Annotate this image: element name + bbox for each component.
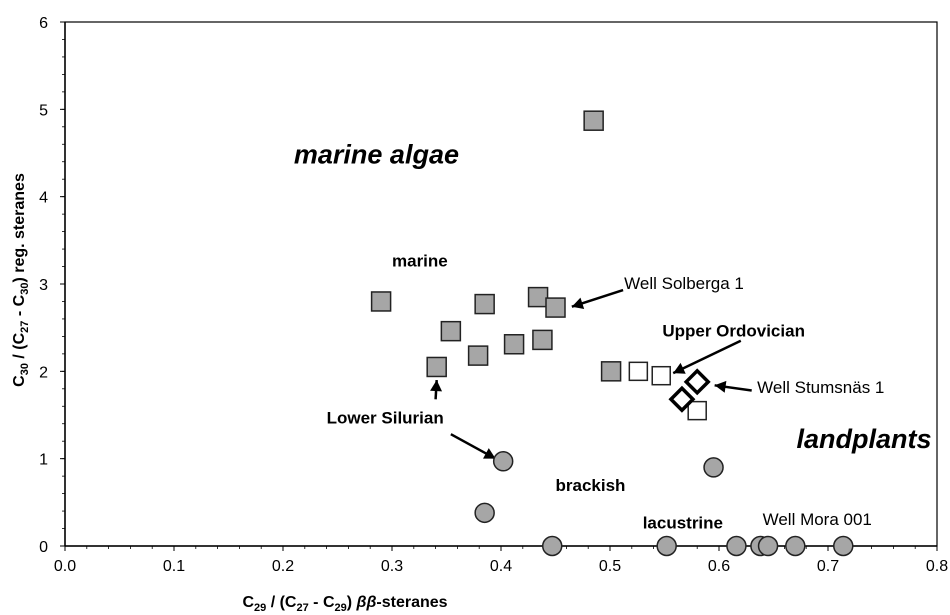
annotation-label: Lower Silurian <box>327 409 444 428</box>
annotation-arrow <box>430 379 443 400</box>
data-point-circle-filled <box>726 535 747 557</box>
data-point-circle-filled <box>656 535 677 557</box>
annotation-label: marine <box>392 252 448 271</box>
x-tick-label: 0.0 <box>54 558 76 575</box>
annotation-arrow <box>672 339 742 375</box>
annotation-arrow <box>450 433 497 460</box>
data-point-square-filled <box>532 329 553 351</box>
data-point-square-filled <box>474 293 495 315</box>
y-tick-label: 1 <box>39 452 48 469</box>
data-point-square-filled <box>503 334 525 355</box>
annotation-label: landplants <box>797 424 932 454</box>
annotation-label: brackish <box>556 476 626 495</box>
data-point-square-filled <box>545 297 566 318</box>
data-points <box>370 110 854 557</box>
annotation-label: Well Solberga 1 <box>624 274 744 293</box>
data-point-square-open <box>628 361 649 382</box>
annotation-arrow <box>571 288 624 310</box>
x-tick-label: 0.3 <box>381 558 403 575</box>
tick-labels: 0.0 0.1 0.2 0.3 0.4 0.5 0.6 0.7 0.8 0 1 2 3 4 5 6 <box>39 15 948 575</box>
x-tick-label: 0.6 <box>708 558 730 575</box>
data-point-square-filled <box>467 345 489 366</box>
data-point-circle-filled <box>833 535 854 557</box>
data-point-square-filled <box>600 361 622 382</box>
annotation-label: Upper Ordovician <box>662 321 805 340</box>
y-tick-label: 0 <box>39 539 48 556</box>
y-axis-title: C30 / (C27 - C30) reg. steranes <box>11 173 31 387</box>
x-axis-title: C29 / (C27 - C29) ββ-steranes <box>242 594 447 614</box>
data-point-circle-filled <box>703 457 724 478</box>
data-point-circle-filled <box>785 535 806 557</box>
x-tick-label: 0.1 <box>163 558 185 575</box>
y-tick-label: 2 <box>39 364 48 381</box>
data-point-square-open <box>687 400 707 421</box>
annotation-label: marine algae <box>294 139 459 169</box>
data-point-square-filled <box>370 291 392 312</box>
x-tick-label: 0.2 <box>272 558 294 575</box>
annotation-arrow <box>714 380 752 393</box>
data-point-diamond-open <box>668 385 696 413</box>
data-point-square-open <box>651 365 671 386</box>
y-tick-label: 6 <box>39 15 48 32</box>
y-tick-label: 3 <box>39 277 48 294</box>
data-point-circle-filled <box>757 535 779 557</box>
x-tick-label: 0.5 <box>599 558 621 575</box>
x-tick-label: 0.4 <box>490 558 512 575</box>
data-point-square-filled <box>426 356 447 378</box>
annotations: marine algae landplants marine brackish lacu… <box>294 139 932 532</box>
annotation-label: lacustrine <box>643 514 723 533</box>
data-point-circle-filled <box>541 535 563 557</box>
annotation-arrows <box>430 288 752 460</box>
x-tick-label: 0.8 <box>926 558 948 575</box>
data-point-square-filled <box>583 110 604 131</box>
x-tick-label: 0.7 <box>817 558 839 575</box>
y-tick-label: 4 <box>39 190 48 207</box>
y-tick-label: 5 <box>39 102 48 119</box>
data-point-diamond-open <box>683 368 711 396</box>
data-point-circle-filled <box>492 451 514 472</box>
data-point-square-filled <box>440 320 462 342</box>
annotation-label: Well Mora 001 <box>763 510 872 529</box>
data-point-circle-filled <box>474 502 495 524</box>
data-point-square-filled <box>527 286 549 308</box>
annotation-label: Well Stumsnäs 1 <box>757 378 884 397</box>
